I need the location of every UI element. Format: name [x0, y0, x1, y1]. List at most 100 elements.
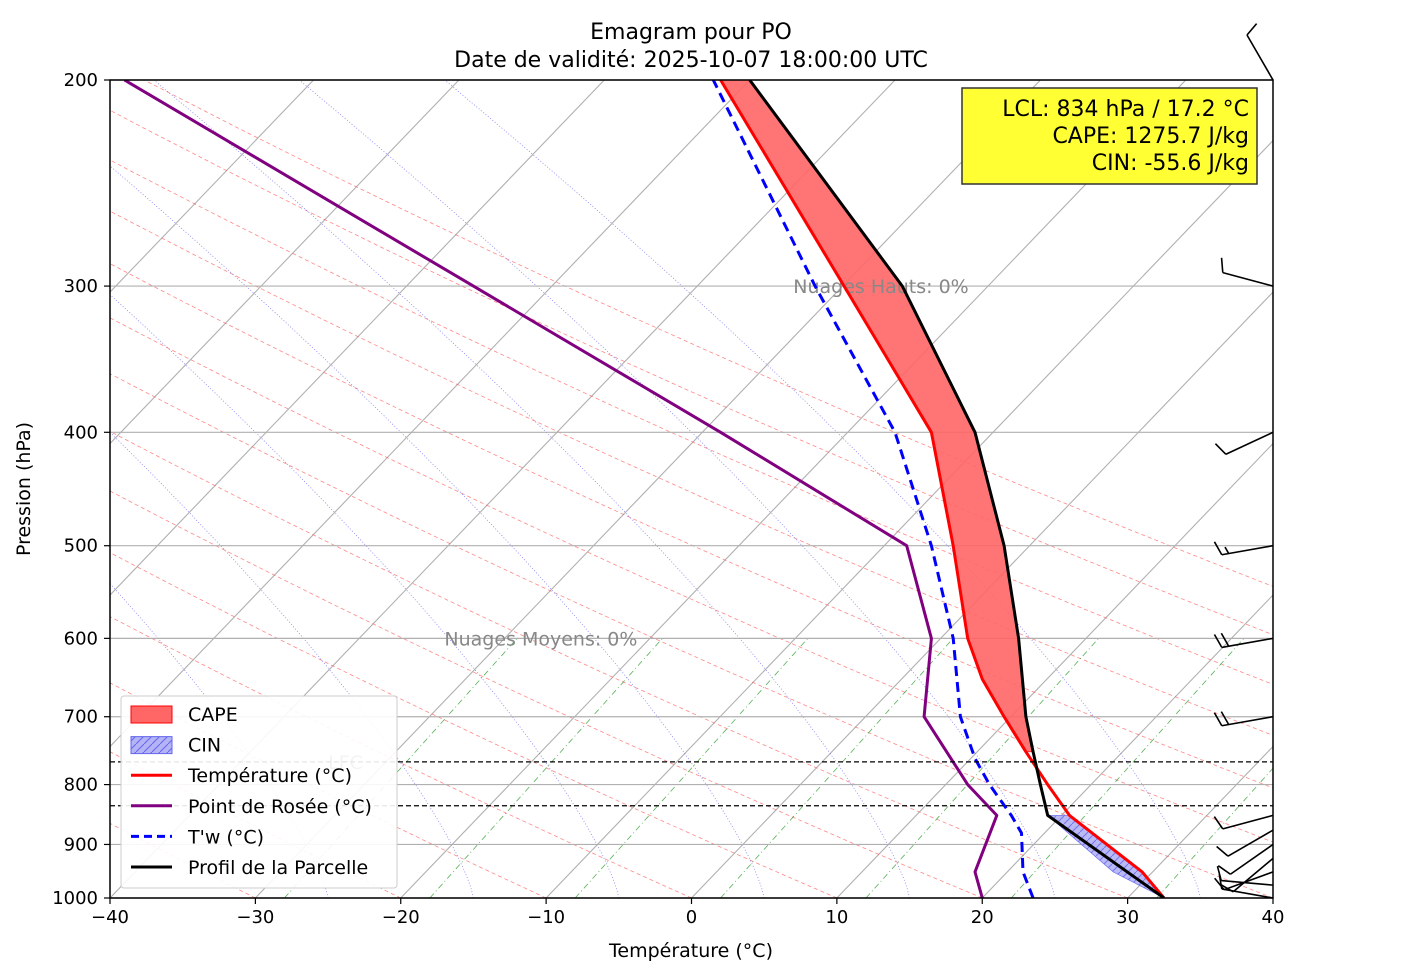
y-tick-label: 1000 [52, 888, 98, 909]
wind-barb [1216, 829, 1274, 857]
wind-barbs [1213, 23, 1274, 899]
wind-barb-flag [1220, 257, 1224, 273]
wind-barb [1246, 23, 1274, 81]
isotherm-line [400, 80, 1187, 898]
wind-barb-flag [1246, 23, 1258, 36]
isotherm-line [110, 80, 314, 293]
x-tick-label: 20 [971, 907, 994, 928]
wind-barb-staff [1221, 715, 1274, 727]
info-cin: CIN: -55.6 J/kg [1092, 151, 1249, 176]
series-line [719, 80, 1166, 898]
wind-barb [1213, 541, 1274, 556]
wind-barb-staff [1221, 888, 1274, 899]
info-box: LCL: 834 hPa / 17.2 °C CAPE: 1275.7 J/kg… [961, 87, 1258, 185]
isotherm-line [1272, 897, 1273, 898]
wind-barb-flag [1220, 711, 1230, 725]
isotherm-line [981, 594, 1273, 898]
wind-barb-flag [1213, 541, 1223, 556]
wind-barb-flag [1220, 632, 1230, 647]
y-tick-label: 800 [64, 775, 98, 796]
wind-barb [1213, 711, 1274, 727]
chart-annotation: Nuages Moyens: 0% [444, 628, 637, 650]
legend-swatch [130, 705, 173, 724]
legend-swatch [130, 736, 173, 755]
legend-frame [120, 695, 398, 889]
legend-label: CAPE [188, 704, 238, 726]
series-line [123, 80, 999, 898]
wind-barb-staff [1221, 637, 1274, 649]
wind-barb [1217, 843, 1274, 875]
wind-barb [1214, 871, 1274, 891]
legend-label: Point de Rosée (°C) [188, 796, 372, 818]
y-tick-label: 500 [64, 536, 98, 557]
wind-barb-half-flag [1224, 546, 1230, 554]
wind-barb-staff [1246, 34, 1274, 81]
isotherm-line [110, 80, 605, 596]
x-tick-label: −40 [91, 907, 129, 928]
wind-barb-flag [1213, 816, 1224, 830]
series-line [748, 80, 1165, 898]
dry-adiabat-line [110, 373, 1273, 898]
info-lcl: LCL: 834 hPa / 17.2 °C [1002, 97, 1249, 122]
wind-barb [1220, 257, 1274, 287]
series-line [711, 80, 1035, 898]
y-tick-label: 200 [64, 70, 98, 91]
wind-barb-staff [1229, 843, 1274, 875]
mixing-ratio-line [574, 638, 809, 898]
series-layer [110, 80, 1273, 898]
mixing-ratio-line [865, 638, 1099, 898]
x-tick-label: 40 [1262, 907, 1285, 928]
chart-annotation: Nuages Hauts: 0% [793, 276, 969, 298]
dry-adiabat-line [110, 490, 983, 898]
wind-barb [1213, 632, 1274, 649]
wind-barb-flag [1218, 874, 1223, 890]
isotherm-line [110, 80, 460, 445]
legend: CAPE CIN Température (°C) Point de Rosée (°… [120, 695, 398, 889]
chart-title: Emagram pour PO [590, 20, 792, 45]
isotherm-line [1127, 745, 1273, 898]
wind-barb-staff [1227, 829, 1274, 857]
legend-label: Profil de la Parcelle [188, 857, 368, 879]
legend-label: CIN [188, 735, 221, 757]
wind-barb-staff [1225, 431, 1274, 455]
mixing-ratio-line [284, 638, 518, 898]
chart-subtitle: Date de validité: 2025-10-07 18:00:00 UT… [454, 48, 928, 73]
y-tick-label: 700 [64, 707, 98, 728]
y-axis-label: Pression (hPa) [13, 422, 35, 556]
wind-barb-flag [1214, 443, 1227, 455]
x-tick-label: 10 [825, 907, 848, 928]
wind-barb [1218, 874, 1274, 899]
y-tick-label: 300 [64, 276, 98, 297]
wind-barb [1213, 814, 1274, 830]
wind-barb-staff [1222, 814, 1274, 830]
info-box-background [961, 87, 1258, 185]
x-tick-label: −30 [236, 907, 274, 928]
wind-barb-flag [1216, 845, 1229, 857]
wind-barb-staff [1232, 857, 1274, 893]
wind-barb-flag [1213, 712, 1223, 727]
wind-barb-staff [1221, 879, 1274, 886]
x-tick-label: 0 [686, 907, 697, 928]
dry-adiabat-line [110, 210, 1273, 736]
wind-barb-flag [1214, 877, 1225, 891]
y-tick-label: 900 [64, 834, 98, 855]
x-tick-label: 30 [1116, 907, 1139, 928]
legend-label: T'w (°C) [187, 826, 264, 848]
y-tick-label: 400 [64, 422, 98, 443]
x-tick-label: −20 [382, 907, 420, 928]
mixing-ratio-line [720, 638, 954, 898]
isotherm-line [110, 80, 751, 748]
wind-barb-flag [1217, 865, 1231, 875]
wind-barb-staff [1221, 544, 1274, 556]
legend-label: Température (°C) [187, 765, 352, 787]
y-tick-label: 600 [64, 628, 98, 649]
info-cape: CAPE: 1275.7 J/kg [1052, 124, 1249, 149]
x-tick-label: −10 [527, 907, 565, 928]
isotherm-line [545, 139, 1273, 898]
axes: −40 −30 −20 −10 0 10 20 30 40 200 300 400 500 600 700 8… [52, 70, 1284, 928]
wind-barb [1214, 431, 1274, 455]
x-axis-label: Température (°C) [608, 940, 773, 962]
mixing-ratio-line [429, 638, 663, 898]
wind-barb-flag [1213, 634, 1223, 648]
